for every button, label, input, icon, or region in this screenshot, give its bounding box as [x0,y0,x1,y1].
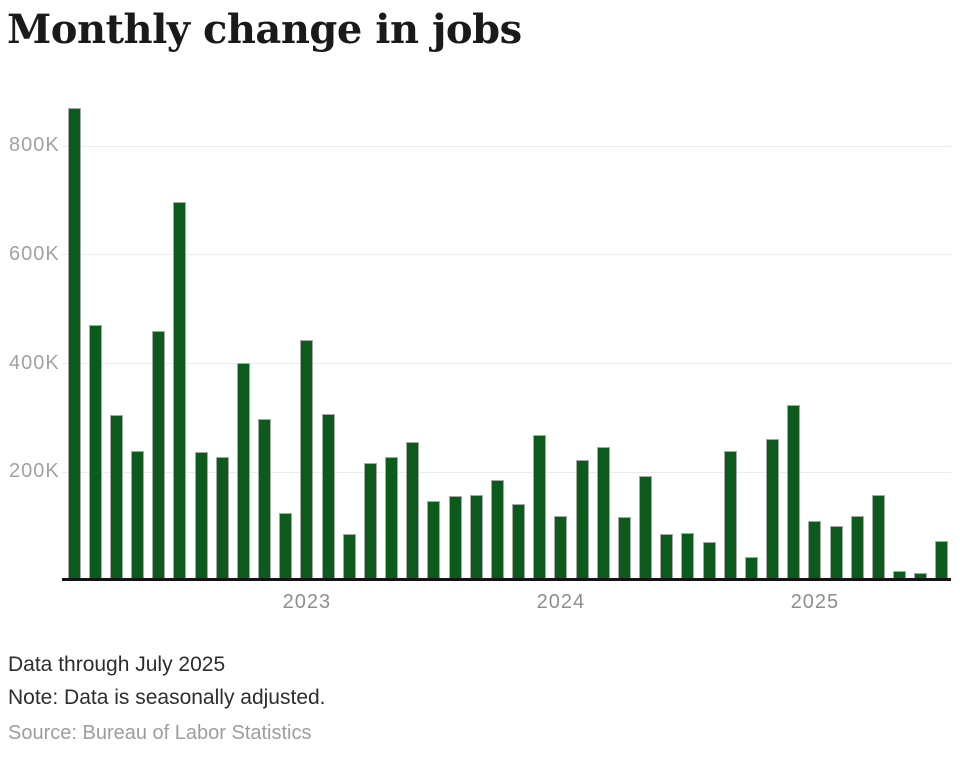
x-axis-label-2024: 2024 [536,591,586,613]
bar-jul-2022 [173,202,187,581]
bar-apr-2023 [363,463,377,581]
bar-nov-2023 [512,503,526,581]
bar-feb-2024 [575,460,589,581]
plot-area [62,100,951,581]
bar-sep-2022 [215,457,229,581]
gridline-800K [62,145,951,147]
gridline-200K [62,471,951,473]
bar-dec-2024 [787,405,801,581]
bar-jan-2024 [554,516,568,581]
bar-aug-2022 [194,452,208,581]
bar-feb-2025 [829,525,843,581]
bar-feb-2023 [321,414,335,581]
bar-oct-2024 [744,557,758,581]
bar-aug-2024 [702,542,716,581]
bar-jul-2025 [935,541,949,581]
y-axis-label-600K: 600K [9,242,60,265]
bar-feb-2022 [67,107,81,581]
x-axis: 2023 2024 2025 [62,591,951,615]
bar-jun-2025 [914,573,928,581]
bar-aug-2023 [448,496,462,581]
bar-apr-2024 [617,516,631,581]
y-axis: 200K 400K 600K 800K [9,100,59,581]
bar-apr-2025 [871,495,885,581]
bar-jun-2024 [660,533,674,581]
bar-jan-2023 [300,339,314,581]
bar-dec-2022 [279,513,293,581]
bar-may-2022 [131,451,144,581]
bar-jul-2023 [427,501,441,581]
bar-may-2024 [639,476,653,581]
bar-nov-2022 [258,418,272,581]
bar-mar-2022 [88,324,102,581]
bar-oct-2022 [236,362,250,581]
y-axis-label-400K: 400K [9,351,60,374]
gridline-600K [62,254,951,256]
x-axis-line [62,578,951,581]
bar-mar-2025 [850,515,864,581]
bar-jun-2022 [152,330,166,581]
data-through-note: Data through July 2025 [8,653,226,676]
x-axis-label-2023: 2023 [282,591,332,613]
bar-oct-2023 [490,479,504,581]
chart-title: Monthly change in jobs [7,6,522,53]
bar-apr-2022 [109,415,123,581]
bar-may-2023 [385,457,399,581]
bar-jul-2024 [681,533,695,581]
bar-nov-2024 [766,439,780,581]
bar-jan-2025 [808,520,822,581]
y-axis-label-800K: 800K [9,134,60,156]
bar-dec-2023 [533,434,547,581]
gridline-400K [62,363,951,364]
y-axis-label-200K: 200K [9,460,60,483]
bar-mar-2024 [596,447,610,581]
bar-sep-2024 [723,450,737,581]
seasonal-adjustment-note: Note: Data is seasonally adjusted. [8,686,326,709]
bar-jun-2023 [406,441,420,581]
bar-sep-2023 [469,495,483,581]
source-credit: Source: Bureau of Labor Statistics [8,722,312,744]
bar-mar-2023 [342,534,356,581]
bar-may-2025 [893,570,907,581]
x-axis-label-2025: 2025 [790,591,840,613]
